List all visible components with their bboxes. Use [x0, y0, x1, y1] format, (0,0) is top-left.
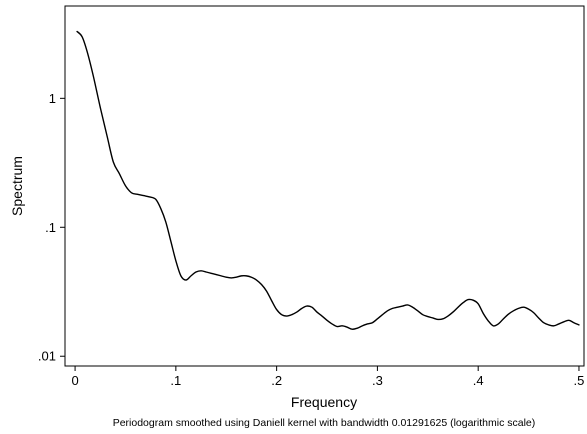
- series-layer: [76, 30, 580, 330]
- x-tick-label: .4: [473, 373, 484, 388]
- spectrum-line: [76, 30, 580, 330]
- x-tick-label: .2: [271, 373, 282, 388]
- y-axis-title: Spectrum: [9, 156, 25, 216]
- y-tick-label: .01: [38, 349, 56, 364]
- plot-frame: [64, 5, 585, 367]
- x-axis-title: Frequency: [291, 394, 357, 410]
- y-tick-label: 1: [49, 91, 56, 106]
- axes-layer: 0 .1 .2 .3 .4 .5 .01 .1 1: [38, 91, 584, 388]
- x-tick-label: 0: [71, 373, 78, 388]
- x-tick-label: .3: [372, 373, 383, 388]
- x-tick-label: .5: [574, 373, 585, 388]
- x-tick-label: .1: [170, 373, 181, 388]
- y-tick-label: .1: [45, 220, 56, 235]
- chart-note: Periodogram smoothed using Daniell kerne…: [113, 417, 536, 429]
